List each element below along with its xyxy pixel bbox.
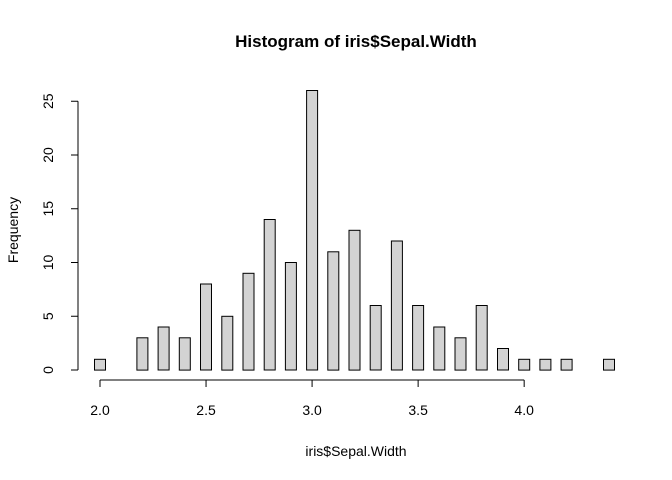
y-tick-label: 15 (40, 201, 56, 217)
histogram-bar (475, 305, 488, 371)
histogram-bar (136, 337, 149, 371)
histogram-bar (306, 90, 319, 371)
x-tick-label: 2.0 (90, 402, 110, 418)
x-tick-label: 4.0 (514, 402, 534, 418)
histogram-bar (327, 251, 340, 371)
y-tick-label: 20 (40, 147, 56, 163)
histogram-bar (369, 305, 382, 371)
x-axis: 2.0 2.5 3.0 3.5 4.0 (90, 379, 534, 418)
histogram-bar (497, 348, 509, 371)
y-tick-label: 5 (40, 312, 56, 320)
y-axis-label: Frequency (5, 197, 21, 263)
histogram-bar (518, 358, 531, 371)
histogram-bar (539, 358, 552, 371)
y-axis: 0 5 10 15 20 25 (40, 93, 79, 374)
histogram-bar (221, 315, 234, 371)
chart-title: Histogram of iris$Sepal.Width (235, 32, 477, 51)
histogram-bar (433, 326, 446, 371)
histogram-bar (603, 358, 615, 371)
y-tick-label: 10 (40, 255, 56, 271)
histogram-bar (284, 262, 297, 371)
histogram-bar (263, 219, 276, 371)
y-tick-label: 25 (40, 93, 56, 109)
x-tick-label: 3.0 (302, 402, 322, 418)
bars-group (94, 90, 615, 371)
histogram-bar (178, 337, 191, 371)
x-tick-label: 3.5 (408, 402, 428, 418)
histogram-bar (390, 240, 403, 371)
histogram-bar (348, 229, 361, 371)
x-tick-label: 2.5 (196, 402, 216, 418)
histogram-bar (560, 358, 573, 371)
histogram-bar (94, 358, 106, 371)
histogram-bar (200, 283, 212, 371)
histogram-bar (242, 272, 255, 371)
y-tick-label: 0 (40, 366, 56, 374)
x-axis-label: iris$Sepal.Width (305, 443, 406, 459)
histogram-bar (412, 305, 425, 371)
histogram-bar (454, 337, 467, 371)
histogram-bar (157, 326, 170, 371)
